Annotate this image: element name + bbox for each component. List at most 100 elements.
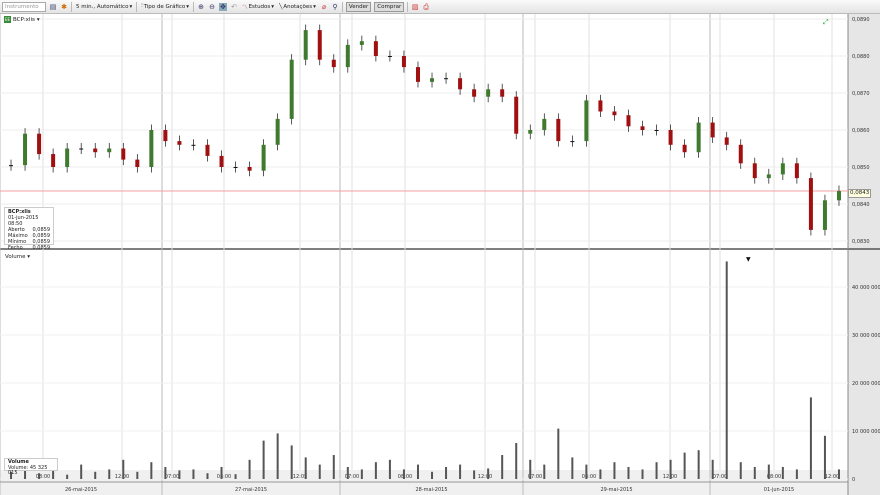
candle-body	[710, 122, 715, 138]
divider	[136, 1, 138, 12]
zoom-in-icon[interactable]: ⊕	[198, 2, 204, 11]
candle-body	[570, 141, 575, 143]
candle-body	[626, 115, 631, 127]
volume-tick-label: 30 000 000	[852, 333, 880, 339]
legend-label: Aberto	[8, 227, 25, 233]
undo-icon[interactable]: ↶	[231, 2, 237, 11]
symbol-selector[interactable]: EE BCP:xlis ▾	[4, 16, 40, 23]
candle-body	[430, 78, 435, 82]
volume-bar	[473, 470, 476, 479]
volume-bar	[739, 462, 742, 479]
trend-icon: ⤢	[823, 18, 829, 26]
search-instrument-icon[interactable]: ▤	[49, 2, 57, 11]
volume-bar	[781, 467, 784, 479]
exchange-badge: EE	[4, 16, 11, 23]
chart-export-icon[interactable]: ▨	[411, 2, 419, 11]
volume-legend-row: Volume: 45 325 015	[8, 464, 54, 477]
time-label: 07:00	[528, 474, 542, 480]
candle-body	[556, 118, 561, 142]
candle-body	[79, 148, 84, 150]
buy-button[interactable]: Comprar	[374, 1, 405, 12]
candle-body	[345, 44, 350, 68]
volume-bar	[52, 470, 55, 479]
price-axis-background	[848, 14, 880, 495]
candle-body	[289, 59, 294, 119]
annotations-dropdown[interactable]: ╲ Anotações ▾	[278, 4, 317, 10]
candle-body	[65, 148, 70, 167]
volume-bar	[669, 459, 672, 479]
volume-bar	[445, 467, 448, 479]
chevron-down-icon: ▾	[313, 3, 316, 10]
eraser-icon[interactable]: ⌀	[321, 2, 327, 11]
settings-icon[interactable]: ✱	[61, 2, 67, 11]
volume-title: Volume	[5, 254, 26, 260]
volume-bar	[332, 455, 335, 479]
candle-body	[584, 100, 589, 142]
current-price-tag: 0,0843	[848, 189, 872, 198]
crosshair-icon[interactable]: ✥	[219, 2, 228, 11]
candle-body	[51, 154, 56, 167]
sell-button[interactable]: Vender	[345, 1, 372, 12]
divider	[341, 1, 343, 12]
legend-row: Máximo 0,0859	[8, 233, 50, 239]
legend-value: 0,0859	[32, 245, 51, 251]
chart-type-dropdown[interactable]: ⫶ Tipo de Gráfico ▾	[140, 3, 190, 10]
volume-tick-label: 10 000 000	[852, 429, 880, 435]
candle-body	[836, 191, 841, 201]
volume-bar	[725, 261, 728, 479]
volume-bar	[10, 471, 13, 479]
volume-bar	[795, 469, 798, 479]
candle-body	[23, 133, 28, 166]
volume-legend: Volume Volume: 45 325 015	[4, 458, 58, 476]
candle-body	[317, 30, 322, 60]
volume-bar	[515, 443, 518, 479]
candle-body	[275, 118, 280, 145]
chart-type-icon: ⫶	[141, 3, 143, 9]
volume-bar	[809, 397, 812, 479]
volume-bar	[346, 467, 349, 479]
candle-body	[401, 56, 406, 68]
volume-bar	[80, 464, 83, 479]
volume-bar	[402, 469, 405, 479]
candle-body	[514, 96, 519, 134]
volume-bar	[767, 464, 770, 479]
magnifier-dropdown-icon[interactable]: ⚲	[332, 2, 338, 11]
chart-area[interactable]: 08:00 12:00 07:00 08:00 12:05 07:00 08:00 12:00…	[0, 14, 880, 495]
candle-body	[359, 41, 364, 45]
time-label: 12:00	[115, 474, 129, 480]
zoom-out-icon[interactable]: ⊖	[209, 2, 215, 11]
price-tick-label: 0,0890	[852, 17, 870, 23]
chevron-down-icon: ▾	[271, 3, 275, 10]
candle-body	[121, 148, 126, 160]
volume-bar	[753, 467, 756, 479]
volume-bar	[655, 462, 658, 479]
volume-bar	[431, 471, 434, 479]
volume-bar	[613, 462, 616, 479]
candle-body	[780, 163, 785, 175]
instrument-input[interactable]: Instrumento	[2, 1, 46, 12]
volume-bar	[164, 467, 167, 479]
candle-body	[373, 41, 378, 56]
interval-dropdown[interactable]: 5 min., Automático ▾	[75, 4, 133, 10]
chevron-down-icon: ▾	[186, 3, 190, 10]
legend-label: Mínimo	[8, 239, 27, 245]
candle-body	[794, 163, 799, 179]
candle-body	[668, 130, 673, 145]
candle-body	[808, 178, 813, 230]
candle-body	[612, 111, 617, 116]
candle-body	[219, 155, 224, 167]
volume-bar	[697, 450, 700, 479]
candle-body	[444, 78, 449, 80]
candle-body	[163, 130, 168, 142]
legend-value: 0,0859	[32, 233, 51, 239]
volume-bar	[262, 440, 265, 479]
divider	[193, 1, 195, 12]
volume-selector[interactable]: Volume ▾	[5, 254, 30, 260]
volume-legend-value: 45 325 015	[8, 464, 48, 476]
chart-type-label: Tipo de Gráfico	[143, 3, 186, 10]
candle-body	[415, 67, 420, 82]
studies-dropdown[interactable]: 〽 Estudos ▾	[241, 3, 275, 11]
candle-body	[752, 163, 757, 179]
print-icon[interactable]: ⎙	[423, 2, 430, 11]
candle-body	[191, 144, 196, 146]
